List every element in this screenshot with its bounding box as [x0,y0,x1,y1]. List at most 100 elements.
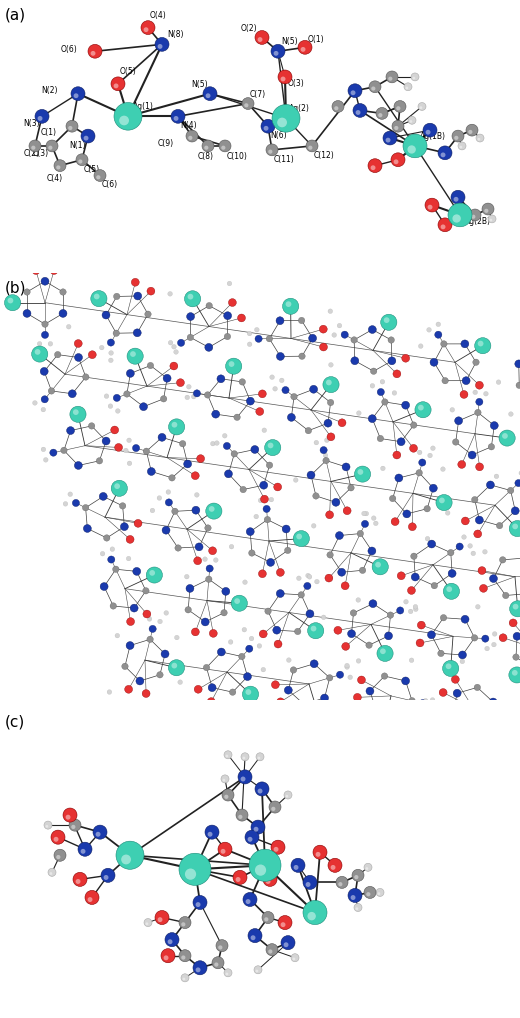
Circle shape [113,566,119,572]
Circle shape [37,341,42,346]
Circle shape [223,443,230,450]
Circle shape [427,328,432,332]
Circle shape [397,607,404,614]
Circle shape [143,610,151,618]
Circle shape [364,511,369,516]
Circle shape [307,471,315,479]
Circle shape [380,380,385,384]
Circle shape [350,610,357,616]
Circle shape [35,349,41,355]
Circle shape [103,875,109,880]
Circle shape [351,357,359,364]
Circle shape [113,83,119,89]
Circle shape [355,466,371,483]
Circle shape [100,582,108,590]
Circle shape [381,466,385,470]
Circle shape [127,438,132,443]
Circle shape [246,397,254,405]
Circle shape [266,879,270,884]
Circle shape [261,119,275,133]
Circle shape [291,858,305,872]
Circle shape [179,441,186,447]
Circle shape [372,559,388,575]
Circle shape [71,87,85,101]
Circle shape [110,603,116,609]
Circle shape [439,498,445,503]
Circle shape [323,453,328,458]
Circle shape [281,936,295,950]
Circle shape [337,324,342,328]
Circle shape [476,398,483,405]
Circle shape [309,386,318,393]
Circle shape [278,70,292,83]
Circle shape [509,520,520,536]
Circle shape [270,375,275,380]
Circle shape [264,917,268,921]
Circle shape [420,106,422,109]
Circle shape [357,530,363,536]
Circle shape [141,20,155,35]
Circle shape [168,474,175,482]
Circle shape [411,553,417,560]
Circle shape [109,350,113,355]
Circle shape [274,640,282,648]
Circle shape [338,882,343,887]
Circle shape [144,918,152,926]
Circle shape [393,451,401,459]
Circle shape [334,626,342,634]
Circle shape [497,522,503,528]
Circle shape [257,756,261,759]
Circle shape [234,599,240,604]
Circle shape [244,103,249,107]
Circle shape [337,568,346,576]
Circle shape [483,550,487,554]
Circle shape [88,422,95,430]
Circle shape [334,106,339,110]
Circle shape [406,87,408,90]
Circle shape [301,47,305,52]
Circle shape [436,495,452,511]
Circle shape [74,353,83,361]
Circle shape [228,639,233,644]
Circle shape [268,443,274,448]
Circle shape [382,399,388,405]
Circle shape [186,130,198,142]
Circle shape [203,665,210,671]
Circle shape [310,626,316,631]
Circle shape [392,120,404,132]
Circle shape [320,447,327,454]
Circle shape [354,904,362,911]
Circle shape [121,854,131,864]
Text: Ag(2B): Ag(2B) [465,217,491,226]
Circle shape [29,140,41,152]
Circle shape [229,545,234,549]
Circle shape [172,421,177,428]
Circle shape [68,390,76,398]
Circle shape [348,485,354,491]
Circle shape [423,698,428,703]
Circle shape [373,708,380,714]
Circle shape [271,681,279,688]
Circle shape [418,405,424,410]
Circle shape [311,523,316,528]
Circle shape [245,899,251,904]
Circle shape [45,825,48,828]
Circle shape [33,401,37,405]
Circle shape [415,402,431,417]
Circle shape [217,717,222,722]
Circle shape [218,842,232,856]
Circle shape [165,932,179,947]
Circle shape [294,865,298,869]
Circle shape [366,687,374,695]
Circle shape [255,335,262,342]
Circle shape [328,308,333,314]
Circle shape [508,488,514,494]
Circle shape [185,291,201,306]
Circle shape [113,394,121,401]
Circle shape [386,137,391,143]
Circle shape [24,289,30,295]
Circle shape [257,643,262,648]
Circle shape [402,354,410,362]
Circle shape [344,711,349,716]
Circle shape [288,413,295,421]
